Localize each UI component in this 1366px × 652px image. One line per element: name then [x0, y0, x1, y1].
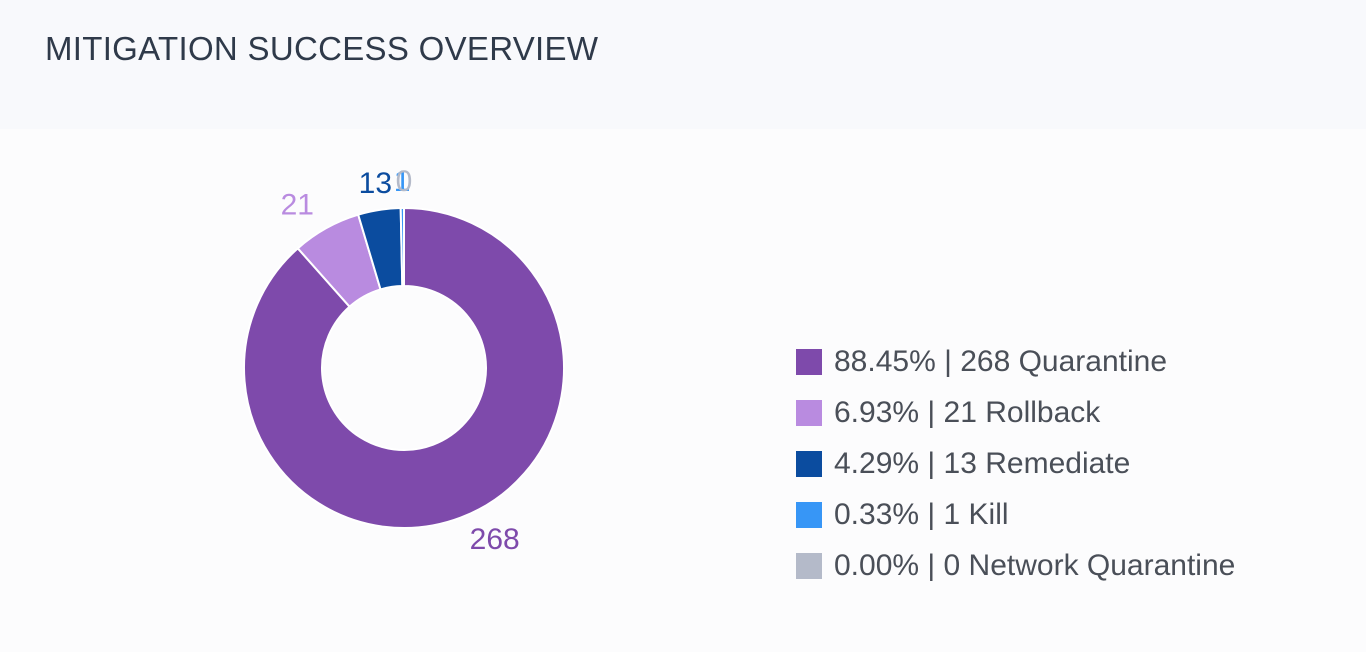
legend-label: 6.93% | 21 Rollback	[834, 395, 1101, 429]
legend-label: 0.33% | 1 Kill	[834, 497, 1009, 531]
chart-area: 268 21 13 1 0 88.45% | 268 Quarantine 6.93% …	[0, 129, 1366, 652]
data-label-kill: 1	[394, 165, 411, 198]
data-label-remediate: 13	[359, 167, 392, 200]
legend-swatch	[796, 450, 822, 477]
legend-swatch	[796, 399, 822, 426]
legend-item-kill[interactable]: 0.33% | 1 Kill	[796, 489, 1235, 540]
data-label-network-quarantine: 0	[396, 165, 413, 198]
legend-item-network-quarantine[interactable]: 0.00% | 0 Network Quarantine	[796, 540, 1235, 591]
panel-header: MITIGATION SUCCESS OVERVIEW	[0, 0, 1366, 129]
legend-swatch	[796, 501, 822, 528]
chart-legend: 88.45% | 268 Quarantine 6.93% | 21 Rollb…	[796, 336, 1235, 591]
slice-quarantine[interactable]	[243, 206, 565, 529]
legend-item-rollback[interactable]: 6.93% | 21 Rollback	[796, 387, 1235, 438]
legend-label: 4.29% | 13 Remediate	[834, 446, 1131, 480]
data-label-quarantine: 268	[470, 523, 520, 556]
slice-kill[interactable]	[399, 206, 405, 288]
donut-chart: 268 21 13 10	[243, 165, 565, 556]
legend-item-quarantine[interactable]: 88.45% | 268 Quarantine	[796, 336, 1235, 387]
legend-label: 88.45% | 268 Quarantine	[834, 344, 1168, 378]
data-label-rollback: 21	[281, 188, 314, 221]
legend-label: 0.00% | 0 Network Quarantine	[834, 548, 1236, 582]
legend-item-remediate[interactable]: 4.29% | 13 Remediate	[796, 438, 1235, 489]
panel-title: MITIGATION SUCCESS OVERVIEW	[45, 30, 599, 67]
legend-swatch	[796, 552, 822, 579]
legend-swatch	[796, 348, 822, 375]
